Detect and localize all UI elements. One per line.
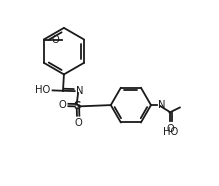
Text: N: N	[76, 86, 84, 96]
Text: O: O	[74, 118, 82, 128]
Text: O: O	[167, 124, 175, 134]
Text: N: N	[158, 100, 166, 110]
Text: O: O	[52, 35, 59, 44]
Text: HO: HO	[35, 85, 50, 95]
Text: S: S	[73, 101, 81, 111]
Text: HO: HO	[163, 127, 178, 137]
Text: O: O	[58, 100, 66, 110]
